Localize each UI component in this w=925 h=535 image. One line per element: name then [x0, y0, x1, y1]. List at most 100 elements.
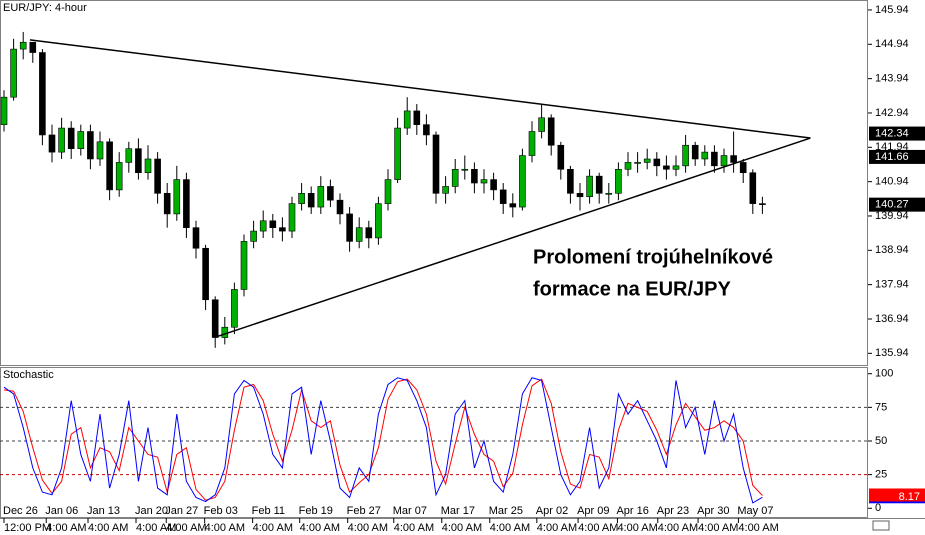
candle-body: [211, 299, 219, 338]
candle-body: [259, 220, 267, 232]
candle-body: [10, 48, 17, 98]
x-tick-sublabel: 4:00 AM: [490, 522, 530, 534]
candle-body: [423, 124, 430, 136]
candle-body: [451, 168, 459, 187]
panel-title: Stochastic: [3, 369, 54, 381]
trendline: [29, 39, 811, 139]
candle-body: [413, 110, 421, 125]
candle-body: [567, 168, 574, 194]
y-tick-label: 50: [875, 435, 887, 447]
y-tick-label: 144.94: [875, 38, 909, 50]
price-label: 140.27: [875, 199, 909, 211]
x-tick-label: Jan 13: [87, 505, 120, 517]
candle-body: [19, 41, 27, 50]
x-tick-label: Jan 06: [45, 505, 78, 517]
candle-body: [221, 326, 229, 338]
candle-body: [307, 193, 315, 208]
candle-body: [375, 203, 382, 239]
y-tick-label: 139.94: [875, 210, 909, 222]
x-tick-sublabel: 4:00 AM: [578, 522, 618, 534]
candle-body: [605, 193, 613, 195]
y-tick-label: 138.94: [875, 244, 909, 256]
candle-body: [643, 158, 651, 163]
panel-title-bg: [1, 1, 95, 14]
x-tick-sublabel: 4:00 AM: [166, 522, 206, 534]
x-tick-label: Apr 23: [657, 505, 689, 517]
candle-body: [279, 227, 286, 232]
candle-body: [58, 127, 65, 153]
candle-body: [336, 199, 344, 215]
candle-body: [346, 213, 353, 242]
candle-body: [653, 158, 661, 167]
candle-body: [461, 168, 469, 171]
candle-body: [519, 155, 526, 208]
x-tick-label: Apr 02: [536, 505, 568, 517]
scroll-icon: [872, 520, 890, 531]
x-tick-sublabel: 4:00 AM: [348, 522, 388, 534]
x-tick-label: May 07: [737, 505, 773, 517]
candle-body: [144, 158, 152, 174]
candle-body: [317, 186, 325, 208]
value-box: [869, 488, 925, 502]
candle-body: [231, 289, 238, 328]
stochastic-line: [3, 377, 763, 504]
candle-body: [759, 203, 766, 205]
candle-body: [250, 230, 257, 242]
stochastic-line: [3, 378, 763, 501]
x-tick-label: Feb 27: [347, 505, 381, 517]
price-label-box: [869, 197, 925, 212]
candle-body: [711, 151, 718, 167]
price-label: 142.34: [875, 127, 909, 139]
x-tick-sublabel: 4:00 AM: [698, 522, 738, 534]
x-tick-sublabel: 4:00 AM: [738, 522, 778, 534]
candle-body: [154, 158, 161, 194]
x-tick-label: Apr 30: [697, 505, 729, 517]
y-tick-label: 25: [875, 469, 887, 481]
x-tick-label: Mar 25: [489, 505, 523, 517]
candle-body: [480, 179, 488, 184]
candle-body: [48, 134, 56, 153]
candle-body: [490, 179, 497, 191]
candle-body: [720, 155, 728, 167]
candle-body: [615, 168, 622, 194]
x-tick-label: Feb 11: [252, 505, 285, 517]
candle-body: [125, 148, 133, 163]
candle-body: [730, 155, 737, 163]
x-tick-label: Jan 20: [135, 505, 168, 517]
x-tick-label: Feb 19: [299, 505, 333, 517]
candle-body: [538, 117, 545, 132]
candle-body: [576, 193, 584, 198]
x-tick-sublabel: 4:00 AM: [300, 522, 340, 534]
candle-body: [682, 144, 689, 167]
candle-body: [739, 162, 747, 174]
x-tick-label: Dec 26: [3, 505, 38, 517]
trendline: [214, 137, 811, 338]
candle-body: [432, 134, 440, 194]
candle-body: [595, 175, 603, 194]
price-label-box: [869, 126, 925, 141]
candle-body: [0, 96, 8, 125]
x-tick-sublabel: 4:00 AM: [537, 522, 577, 534]
candle-body: [365, 227, 373, 239]
price-label: 141.66: [875, 151, 909, 163]
y-tick-label: 137.94: [875, 279, 909, 291]
value-label: 8.17: [899, 491, 920, 503]
candle-body: [663, 165, 670, 170]
candle-body: [327, 186, 334, 201]
candle-body: [29, 41, 37, 53]
annotation: Prolomení trojúhelníkové: [533, 246, 773, 268]
candle-body: [183, 179, 190, 228]
x-tick-label: Mar 17: [441, 505, 475, 517]
x-tick-sublabel: 4:00 AM: [617, 522, 657, 534]
candle-body: [39, 52, 46, 136]
candle-body: [509, 203, 517, 208]
candle-body: [403, 110, 411, 129]
x-tick-sublabel: 4:00 AM: [394, 522, 434, 534]
x-tick-label: Jan 27: [165, 505, 198, 517]
candle-body: [67, 127, 75, 149]
x-tick-sublabel: 4:00 AM: [136, 522, 176, 534]
candle-body: [240, 241, 248, 290]
candle-body: [87, 131, 94, 160]
y-tick-label: 0: [875, 502, 881, 514]
y-tick-label: 136.94: [875, 313, 909, 325]
